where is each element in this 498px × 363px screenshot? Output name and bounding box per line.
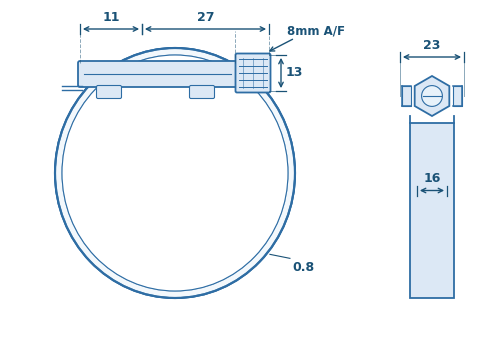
Polygon shape [415,76,449,116]
Bar [402,86,411,106]
Text: 13: 13 [286,66,303,79]
FancyBboxPatch shape [236,53,270,93]
FancyBboxPatch shape [97,86,122,98]
Text: 11: 11 [102,11,120,24]
Text: 16: 16 [423,171,441,184]
Text: 27: 27 [197,11,214,24]
Circle shape [422,86,442,106]
Bar [410,123,454,298]
Text: 0.8: 0.8 [292,261,314,274]
Text: 8mm A/F: 8mm A/F [287,24,345,37]
FancyBboxPatch shape [190,86,215,98]
Bar [453,86,462,106]
Text: 23: 23 [423,39,441,52]
FancyBboxPatch shape [78,61,237,87]
Ellipse shape [62,55,288,291]
Ellipse shape [55,48,295,298]
